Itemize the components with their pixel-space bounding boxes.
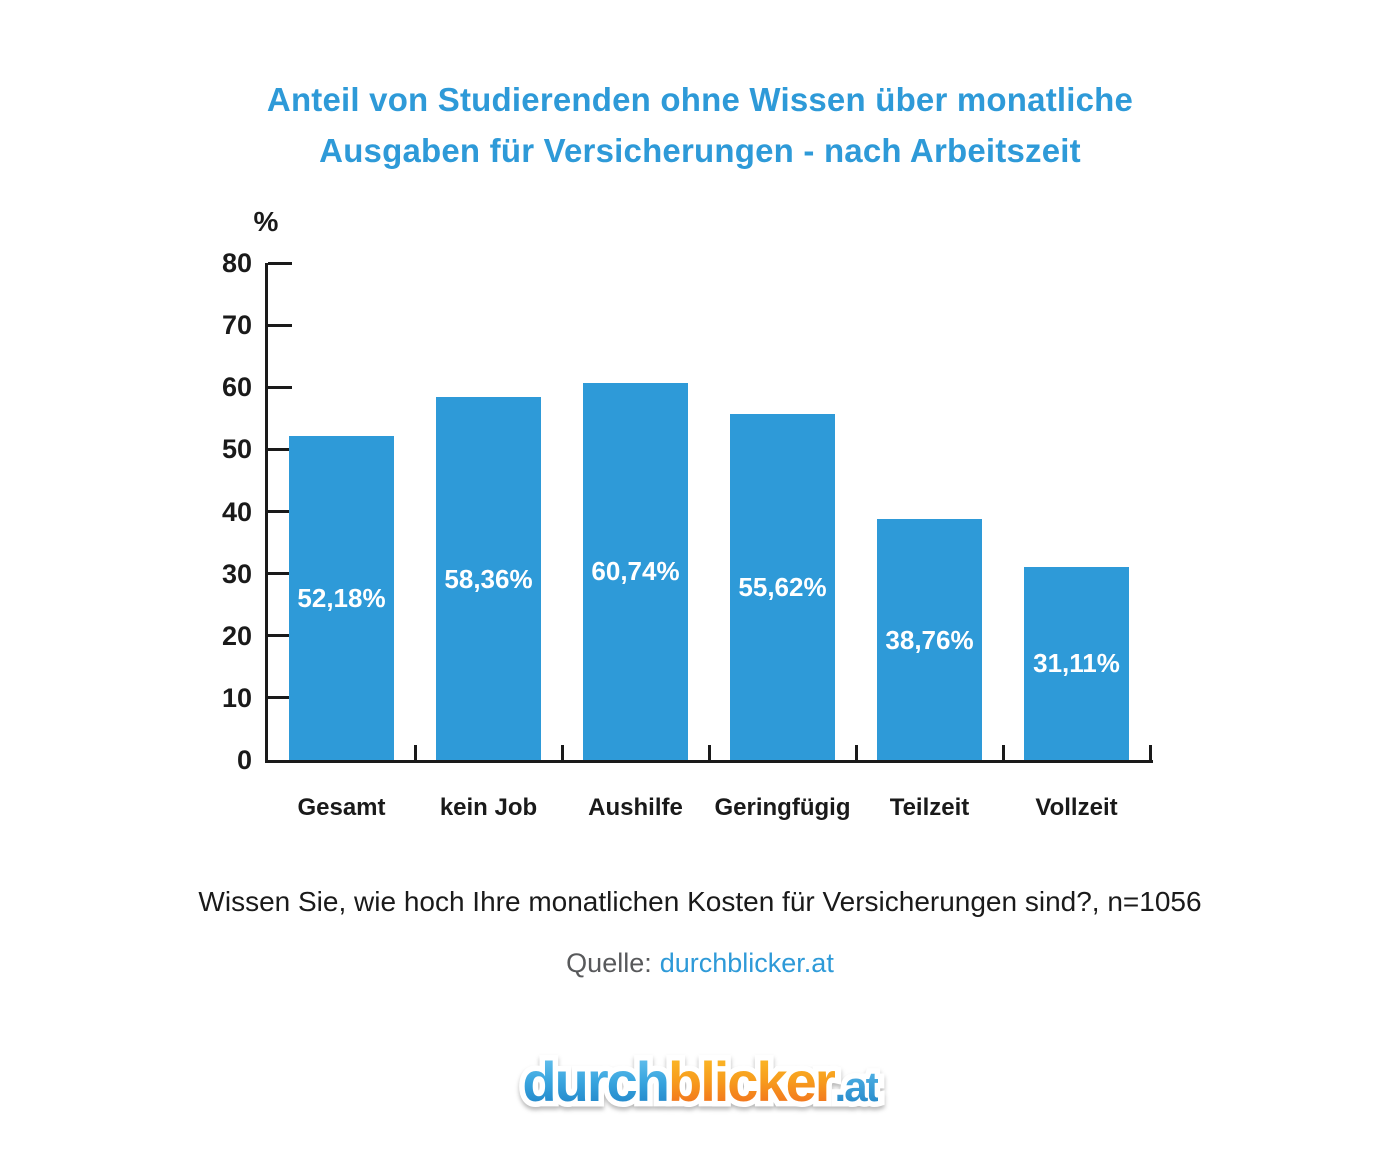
source-link[interactable]: durchblicker.at xyxy=(659,948,834,978)
y-tick xyxy=(268,634,292,638)
logo-word-durch: durch xyxy=(522,1042,670,1122)
bar-Geringfügig xyxy=(730,414,835,760)
x-tick xyxy=(1148,745,1152,760)
x-tick xyxy=(1001,745,1005,760)
y-axis-line xyxy=(265,263,268,763)
bar-value-label: 55,62% xyxy=(738,572,827,603)
x-category-label: Gesamt xyxy=(297,794,386,821)
x-category-label: Aushilfe xyxy=(588,794,683,821)
bar-Teilzeit xyxy=(877,519,982,760)
chart-title-line1: Anteil von Studierenden ohne Wissen über… xyxy=(266,81,1134,118)
y-tick xyxy=(268,696,292,700)
x-tick xyxy=(560,745,564,760)
x-tick xyxy=(707,745,711,760)
x-category-label: Geringfügig xyxy=(714,794,851,821)
bar-Vollzeit xyxy=(1024,566,1129,760)
y-tick xyxy=(268,323,292,327)
logo-word-at: .at xyxy=(835,1047,880,1127)
bar-value-label: 38,76% xyxy=(885,624,974,655)
bar-kein Job xyxy=(436,397,541,760)
source-line: Quelle: durchblicker.at xyxy=(0,948,1400,979)
bar-chart: % 0 10 20 30 40 50 60 70 80 52,18% Gesamt 58,36% kei… xyxy=(221,206,1153,821)
bar-Gesamt xyxy=(289,435,394,760)
y-tick-label: 20 xyxy=(221,620,252,651)
chart-title-line2: Ausgaben für Versicherungen - nach Arbei… xyxy=(319,132,1081,169)
y-tick xyxy=(268,447,292,451)
y-tick-label: 30 xyxy=(221,558,252,589)
x-category-label: Vollzeit xyxy=(1035,794,1118,821)
y-tick-label: 50 xyxy=(221,434,252,465)
survey-question: Wissen Sie, wie hoch Ihre monatlichen Ko… xyxy=(198,886,1202,917)
x-tick xyxy=(854,745,858,760)
source-label: Quelle: xyxy=(566,948,652,978)
bar-value-label: 52,18% xyxy=(297,582,386,613)
bar-Aushilfe xyxy=(583,382,688,760)
y-tick xyxy=(268,572,292,576)
y-tick xyxy=(268,385,292,389)
x-category-label: kein Job xyxy=(439,794,538,821)
y-tick-label: 60 xyxy=(221,372,252,403)
y-tick-label: 10 xyxy=(221,682,252,713)
durchblicker-logo: durchblicker.at xyxy=(0,1042,1400,1127)
y-tick-label: 40 xyxy=(221,496,252,527)
y-tick-label: 80 xyxy=(221,248,252,278)
y-tick xyxy=(268,510,292,513)
chart-title: Anteil von Studierenden ohne Wissen über… xyxy=(0,74,1400,176)
y-axis-unit-label: % xyxy=(253,206,279,237)
x-axis-line xyxy=(265,760,1153,763)
y-tick-label: 70 xyxy=(221,310,252,341)
logo-word-blicker: blicker xyxy=(668,1042,837,1122)
x-category-label: Teilzeit xyxy=(889,794,970,821)
y-tick-label: 0 xyxy=(236,745,252,775)
y-tick xyxy=(268,261,292,265)
bar-value-label: 31,11% xyxy=(1033,648,1120,679)
bar-value-label: 60,74% xyxy=(591,556,680,587)
bar-value-label: 58,36% xyxy=(444,563,533,594)
x-tick xyxy=(413,745,417,760)
